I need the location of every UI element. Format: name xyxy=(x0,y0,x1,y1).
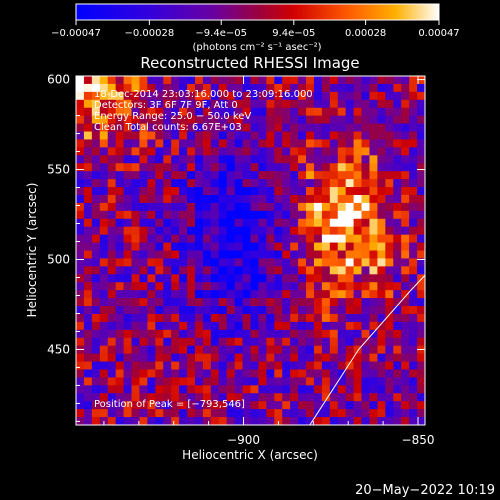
colorbar-tick-label: −9.4e−05 xyxy=(195,28,247,39)
plot-area: 18-Dec-2014 23:03:16.000 to 23:09:16.000… xyxy=(76,76,425,425)
chart-title: Reconstructed RHESSI Image xyxy=(140,54,359,72)
y-tick-label: 600 xyxy=(47,73,70,87)
colorbar: −0.00047 −0.00028 −9.4e−05 9.4e−05 0.00028 0.… xyxy=(51,3,460,53)
y-axis-label: Heliocentric Y (arcsec) xyxy=(25,183,39,318)
y-tick-label: 550 xyxy=(47,163,70,177)
colorbar-unit-label: (photons cm⁻² s⁻¹ asec⁻²) xyxy=(192,42,321,53)
x-axis-label: Heliocentric X (arcsec) xyxy=(182,448,318,462)
x-tick-label: −900 xyxy=(227,433,260,447)
y-tick-label: 500 xyxy=(47,252,70,266)
colorbar-tick-label: −0.00028 xyxy=(125,28,175,39)
x-tick-label: −850 xyxy=(402,433,435,447)
annotation-block: 18-Dec-2014 23:03:16.000 to 23:09:16.000… xyxy=(94,89,313,410)
heatmap-cells xyxy=(76,76,425,425)
solar-limb-line xyxy=(309,274,425,425)
colorbar-tick-label: 0.00028 xyxy=(345,28,386,39)
annotation-detectors: Detectors: 3F 6F 7F 9F, Att 0 xyxy=(94,100,238,111)
footer-timestamp: 20−May−2022 10:19 xyxy=(355,483,495,498)
annotation-peak-position: Position of Peak = [−793,546] xyxy=(94,399,245,410)
annotation-time: 18-Dec-2014 23:03:16.000 to 23:09:16.000 xyxy=(94,89,313,100)
colorbar-ticks: −0.00047 −0.00028 −9.4e−05 9.4e−05 0.00028 0.… xyxy=(51,20,460,39)
colorbar-tick-label: −0.00047 xyxy=(51,28,101,39)
annotation-energy: Energy Range: 25.0 − 50.0 keV xyxy=(94,111,251,122)
colorbar-tick-label: 0.00047 xyxy=(418,28,459,39)
annotation-counts: Clean Total counts: 6.67E+03 xyxy=(94,122,242,133)
plot-frame xyxy=(75,75,426,426)
y-tick-label: 450 xyxy=(47,342,70,356)
colorbar-tick-label: 9.4e−05 xyxy=(272,28,315,39)
colorbar-scale xyxy=(75,3,440,21)
y-axis: 450 500 550 600 xyxy=(47,73,425,422)
